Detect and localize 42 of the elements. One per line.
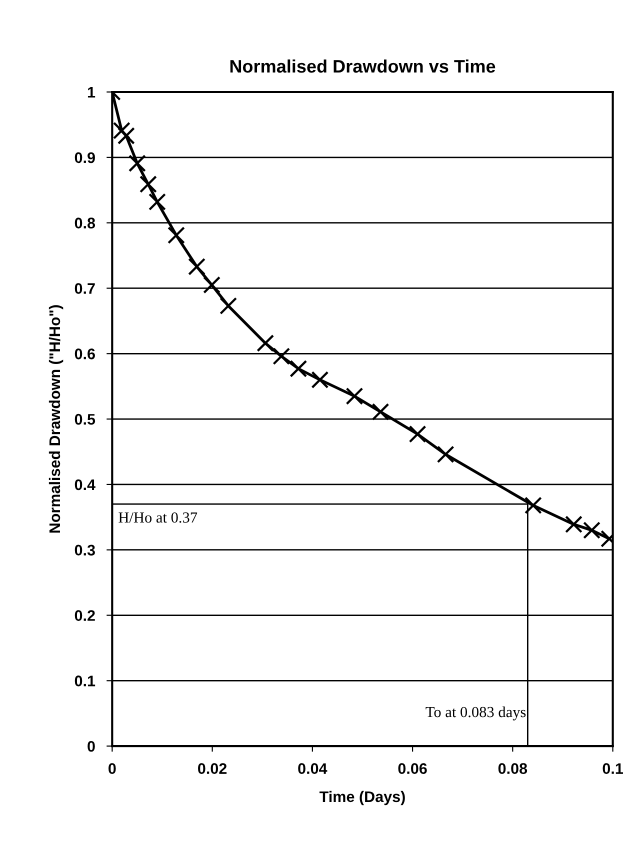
y-tick-label: 0.4 — [74, 479, 96, 490]
point — [256, 334, 274, 352]
y-tick-label: 1 — [88, 87, 96, 98]
chart-title: Normalised Drawdown vs Time — [230, 59, 496, 73]
y-tick-label: 0.8 — [74, 218, 96, 228]
x-axis-title: Time (Days) — [319, 790, 405, 806]
point — [168, 226, 186, 244]
y-tick-label: 0.7 — [74, 283, 95, 294]
y-tick-label: 0.1 — [74, 676, 96, 686]
x-tick-label: 0.08 — [498, 763, 528, 774]
ref-line-label: H/Ho at 0.37 — [118, 512, 198, 523]
y-tick-label: 0.6 — [74, 348, 95, 360]
x-tick-label: 0.02 — [198, 763, 227, 774]
point — [372, 403, 390, 421]
point — [436, 446, 454, 464]
point — [112, 122, 130, 140]
y-axis-title: Normalised Drawdown ("H/Ho") — [48, 305, 64, 533]
y-tick-label: 0 — [88, 740, 95, 752]
point — [139, 175, 157, 193]
y-tick-label: 0.2 — [74, 610, 95, 621]
point — [188, 258, 206, 276]
point — [272, 348, 290, 365]
point — [311, 371, 329, 389]
point — [203, 276, 221, 294]
point — [565, 516, 582, 534]
point — [128, 154, 146, 172]
point — [408, 425, 426, 443]
y-tick-label: 0.3 — [74, 544, 95, 556]
point — [583, 521, 601, 539]
x-tick-label: 0.06 — [398, 763, 427, 774]
point — [220, 297, 238, 315]
point — [290, 360, 308, 378]
x-tick-label: 0.04 — [298, 763, 328, 774]
point — [117, 127, 135, 145]
y-tick-label: 0.5 — [74, 414, 96, 425]
point — [524, 496, 542, 514]
y-tick-label: 0.9 — [74, 152, 95, 164]
ref-line-label: To at 0.083 days — [426, 706, 526, 720]
x-tick-label: 0.1 — [602, 763, 623, 774]
point — [346, 387, 364, 405]
point — [148, 193, 166, 211]
x-tick-label: 0 — [108, 763, 116, 774]
